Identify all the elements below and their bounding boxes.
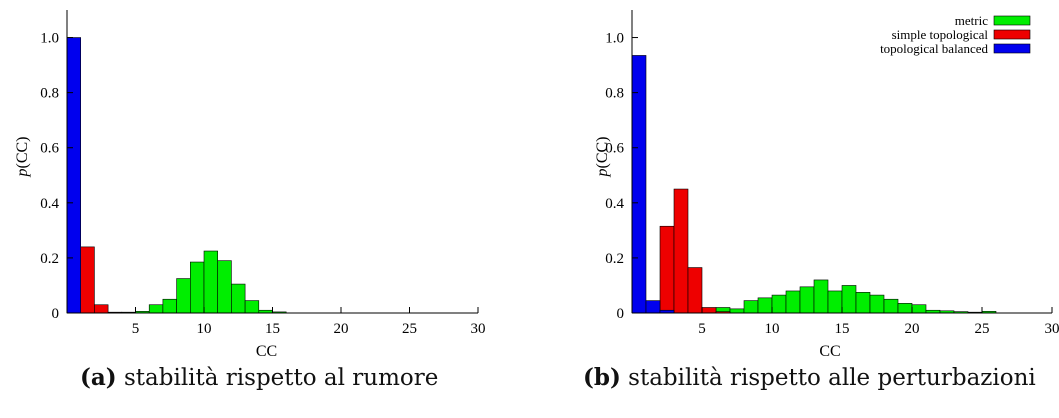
y-tick-label: 0: [617, 306, 625, 322]
bar-simple-4: [701, 307, 717, 314]
y-tick-label: 0: [52, 306, 60, 322]
legend-swatch-balanced: [993, 43, 1031, 54]
bar-metric-16: [883, 298, 899, 314]
y-tick-label: 0.8: [40, 86, 59, 102]
bar-metric-13: [841, 285, 857, 314]
bar-simple-1: [659, 225, 675, 314]
bar-simple-1: [80, 246, 95, 314]
bar-metric-8: [771, 294, 787, 314]
x-tick-label: 10: [197, 321, 212, 337]
y-tick-label: 0.6: [605, 141, 624, 157]
bar-metric-6: [743, 300, 759, 314]
bar-metric-6: [203, 250, 218, 314]
bar-metric-14: [855, 292, 871, 314]
caption-b-text: stabilità rispetto alle perturbazioni: [628, 365, 1036, 391]
chart-1: 5 10 15 20 25 30 0 0.2 0.4 0.6 0.8 1.0 CC p(CC) metric…: [594, 10, 1059, 360]
bar-metric-10: [799, 286, 815, 314]
y-tick-label: 0.2: [605, 251, 624, 267]
x-tick-label: 15: [265, 321, 280, 337]
x-tick-label: 30: [1045, 321, 1059, 337]
bar-metric-9: [785, 290, 801, 314]
bar-metric-15: [869, 294, 885, 314]
caption-b: (b) stabilità rispetto alle perturbazion…: [583, 364, 1036, 391]
bar-metric-3: [162, 298, 177, 314]
y-tick-label: 0.4: [40, 196, 59, 212]
bar-metric-12: [827, 290, 843, 314]
bar-metric-18: [911, 304, 927, 314]
x-tick-label: 20: [334, 321, 349, 337]
bar-metric-4: [176, 278, 191, 314]
y-tick-label: 1.0: [40, 31, 59, 47]
bar-metric-7: [757, 297, 773, 314]
bar-simple-2: [673, 188, 689, 314]
bar-balanced-0: [66, 37, 81, 314]
bar-metric-9: [244, 300, 260, 314]
bar-metric-17: [897, 303, 913, 314]
x-tick-label: 25: [975, 321, 990, 337]
legend-swatch-simple: [993, 29, 1031, 40]
x-axis-label: CC: [819, 343, 840, 360]
legend-label-metric: metric: [955, 13, 988, 28]
x-tick-label: 25: [402, 321, 417, 337]
legend-label-simple: simple topological: [892, 27, 989, 42]
bar-metric-5: [190, 261, 205, 314]
x-tick-label: 5: [698, 321, 706, 337]
bar-metric-5: [729, 308, 745, 314]
y-tick-label: 0.4: [605, 196, 624, 212]
y-tick-label: 0.2: [40, 251, 59, 267]
caption-a-tag: (a): [80, 364, 117, 391]
bar-balanced-0: [631, 55, 647, 314]
caption-b-tag: (b): [583, 364, 621, 391]
x-tick-label: 30: [471, 321, 486, 337]
x-axis-label: CC: [256, 343, 277, 360]
bar-metric-7: [217, 260, 232, 314]
bar-metric-2: [148, 304, 164, 314]
bar-simple-3: [687, 267, 703, 314]
y-tick-label: 1.0: [605, 31, 624, 47]
y-tick-label: 0.6: [40, 141, 59, 157]
caption-a: (a) stabilità rispetto al rumore: [80, 364, 438, 391]
x-tick-label: 20: [905, 321, 920, 337]
bar-simple-2: [94, 304, 109, 314]
y-axis-label: p(CC): [14, 137, 31, 178]
x-tick-label: 5: [132, 321, 140, 337]
chart-0: 5 10 15 20 25 30 0 0.2 0.4 0.6 0.8 1.0 CC p(CC): [14, 10, 486, 360]
y-axis-label: p(CC): [594, 137, 611, 178]
bar-metric-8: [231, 283, 246, 314]
x-tick-label: 15: [835, 321, 850, 337]
x-tick-label: 10: [765, 321, 780, 337]
bar-metric-11: [813, 279, 829, 314]
y-tick-label: 0.8: [605, 86, 624, 102]
bar-balanced-1: [645, 300, 661, 314]
legend-swatch-metric: [993, 15, 1031, 26]
caption-a-text: stabilità rispetto al rumore: [123, 365, 439, 391]
legend-label-balanced: topological balanced: [880, 41, 988, 56]
